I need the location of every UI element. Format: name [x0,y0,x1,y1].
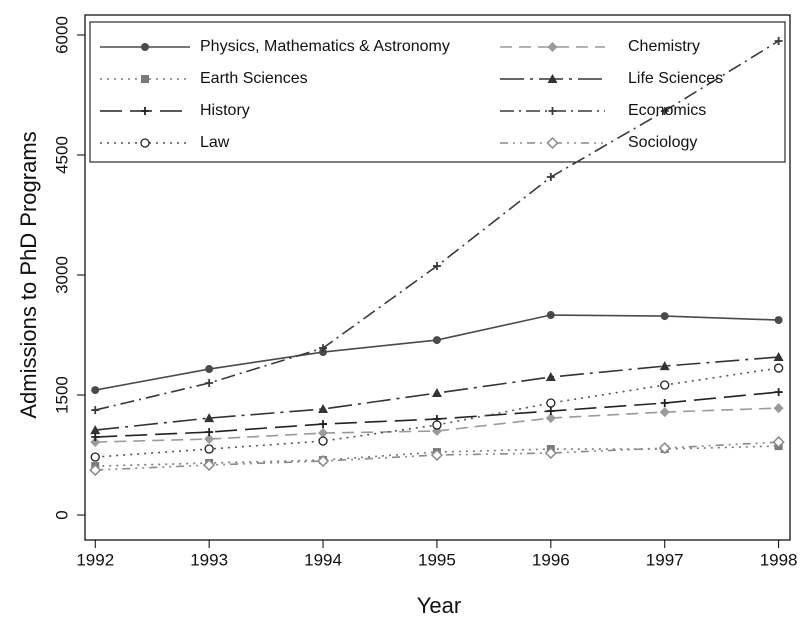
data-point [319,420,328,429]
data-point [432,336,441,345]
x-tick-label: 1998 [760,550,798,569]
data-point [546,311,555,320]
data-point [774,316,783,325]
data-point [204,434,215,445]
x-tick-label: 1992 [76,550,114,569]
legend-label: Chemistry [628,38,700,55]
data-point [316,454,330,468]
data-point [91,433,100,442]
data-point [546,407,555,416]
data-point [318,404,329,414]
data-point [660,312,669,321]
data-point [660,399,669,408]
data-point [318,436,328,446]
data-point [318,428,329,439]
legend-marker [141,75,149,83]
plot-frame [84,14,791,541]
x-axis-title: Year [417,593,461,618]
x-tick-label: 1993 [190,550,228,569]
legend-marker [548,107,557,115]
data-point [91,386,100,395]
y-tick-label: 3000 [52,256,71,294]
x-tick-label: 1996 [532,550,570,569]
data-point [432,262,441,271]
data-point [544,446,557,460]
x-tick-label: 1994 [304,550,342,569]
y-tick-label: 4500 [52,136,71,174]
data-point [658,442,671,455]
data-point [660,380,670,390]
legend-label: Economics [628,102,706,119]
data-point [91,406,100,415]
legend-label: Sociology [628,134,697,151]
legend-label: Earth Sciences [200,70,308,87]
data-point [659,407,670,418]
series-line [95,314,779,391]
data-point [773,352,784,362]
data-point [430,448,443,462]
x-tick-label: 1997 [646,550,684,569]
data-point [660,107,669,116]
data-point [774,388,783,397]
data-point [205,379,214,388]
legend-label: History [200,102,250,119]
data-point [772,436,785,449]
series-line [95,367,779,458]
legend-label: Life Sciences [628,70,723,87]
y-tick-label: 1500 [52,376,71,414]
data-point [546,398,556,408]
data-point [89,464,102,477]
data-point [205,428,214,437]
data-point [545,413,556,424]
data-point [90,425,101,435]
legend-marker [546,136,559,150]
y-tick-label: 0 [52,510,71,519]
data-point [205,365,214,374]
legend-box [89,21,786,163]
data-point [545,372,556,382]
legend-marker [547,74,558,83]
data-point [431,388,442,398]
legend-marker [141,107,149,115]
data-point [90,452,100,462]
data-point [319,348,328,357]
data-point [774,37,783,46]
y-tick-label: 6000 [52,16,71,54]
data-point [203,458,216,472]
data-point [659,361,670,371]
legend-marker [547,42,558,52]
data-point [546,173,555,182]
data-point [432,420,442,430]
data-point [319,344,328,353]
legend-marker [140,138,150,148]
data-point [90,437,101,448]
legend-label: Physics, Mathematics & Astronomy [200,38,450,55]
data-point [773,403,784,414]
data-point [204,444,214,454]
data-point [773,363,784,373]
legend-label: Law [200,134,230,151]
x-tick-label: 1995 [418,550,456,569]
data-point [204,413,215,423]
legend-marker [141,43,149,51]
y-axis-title: Admissions to PhD Programs [16,131,41,418]
